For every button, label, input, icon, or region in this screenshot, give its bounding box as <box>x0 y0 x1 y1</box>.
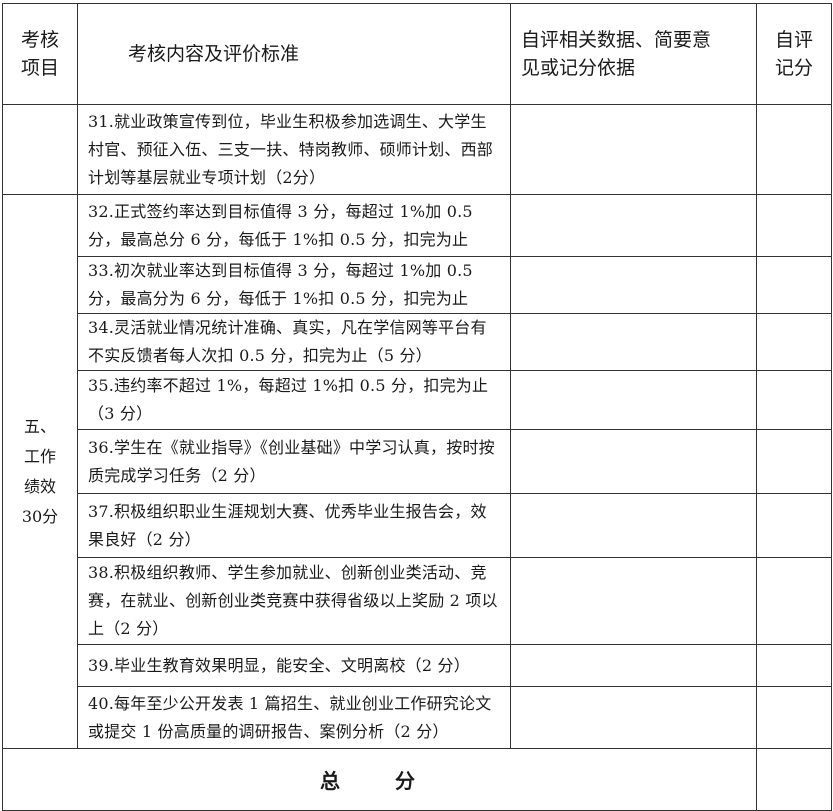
evidence-cell[interactable] <box>510 256 757 314</box>
table-row: 31.就业政策宣传到位，毕业生积极参加选调生、大学生村官、预征入伍、三支一扶、特… <box>2 104 832 195</box>
table-row: 33.初次就业率达到目标值得 3 分，每超过 1%加 0.5 分，最高分为 6 … <box>3 256 832 314</box>
criteria-cell: 34.灵活就业情况统计准确、真实，凡在学信网等平台有不实反馈者每人次扣 0.5 … <box>77 313 511 371</box>
table-row: 40.每年至少公开发表 1 篇招生、就业创业工作研究论文或提交 1 份高质量的调… <box>3 686 832 749</box>
table-row: 34.灵活就业情况统计准确、真实，凡在学信网等平台有不实反馈者每人次扣 0.5 … <box>3 313 832 371</box>
criteria-cell: 31.就业政策宣传到位，毕业生积极参加选调生、大学生村官、预征入伍、三支一扶、特… <box>77 104 511 195</box>
score-cell[interactable] <box>756 104 832 195</box>
header-evidence: 自评相关数据、简要意 见或记分依据 <box>510 3 757 105</box>
score-cell[interactable] <box>756 557 832 645</box>
criteria-cell: 35.违约率不超过 1%，每超过 1%扣 0.5 分，扣完为止（3 分） <box>77 370 511 430</box>
score-cell[interactable] <box>756 256 832 314</box>
criteria-cell: 40.每年至少公开发表 1 篇招生、就业创业工作研究论文或提交 1 份高质量的调… <box>77 686 511 749</box>
total-score-cell[interactable] <box>756 748 832 811</box>
score-cell[interactable] <box>756 313 832 371</box>
header-score-line: 自评 <box>774 29 813 51</box>
header-criteria: 考核内容及评价标准 <box>77 3 511 105</box>
total-row: 总 分 <box>2 748 832 811</box>
evidence-cell[interactable] <box>510 313 757 371</box>
evidence-cell[interactable] <box>510 557 757 645</box>
score-cell[interactable] <box>756 493 832 558</box>
category-line: 五、 <box>23 416 56 436</box>
header-score-line: 记分 <box>774 57 813 79</box>
criteria-cell: 38.积极组织教师、学生参加就业、创新创业类活动、竞赛，在就业、创新创业类竞赛中… <box>77 557 511 645</box>
header-category: 考核项目 <box>2 3 78 105</box>
evidence-cell[interactable] <box>510 686 757 749</box>
category-line: 工作 <box>23 446 56 466</box>
header-evidence-line: 自评相关数据、简要意 <box>521 29 712 51</box>
evidence-cell[interactable] <box>510 194 757 257</box>
criteria-cell: 39.毕业生教育效果明显，能安全、文明离校（2 分） <box>77 644 511 687</box>
criteria-cell: 33.初次就业率达到目标值得 3 分，每超过 1%加 0.5 分，最高分为 6 … <box>77 256 511 314</box>
score-cell[interactable] <box>756 686 832 749</box>
table-row: 39.毕业生教育效果明显，能安全、文明离校（2 分） <box>3 644 832 687</box>
evidence-cell[interactable] <box>510 644 757 687</box>
total-label: 总 分 <box>2 748 757 811</box>
evidence-cell[interactable] <box>510 370 757 430</box>
score-cell[interactable] <box>756 644 832 687</box>
header-score: 自评 记分 <box>756 3 832 105</box>
criteria-cell: 37.积极组织职业生涯规划大赛、优秀毕业生报告会，效果良好（2 分） <box>77 493 511 558</box>
score-cell[interactable] <box>756 194 832 257</box>
category-line: 30分 <box>21 506 59 526</box>
table-row: 五、工作绩效 30分 32.正式签约率达到目标值得 3 分，每超过 1%加 0.5… <box>2 194 832 749</box>
evidence-cell[interactable] <box>510 104 757 195</box>
header-category-label: 考核项目 <box>20 29 59 79</box>
category-cell: 五、工作绩效 30分 <box>2 194 78 749</box>
table-row: 36.学生在《就业指导》《创业基础》中学习认真，按时按质完成学习任务（2 分） <box>3 429 832 494</box>
criteria-cell: 36.学生在《就业指导》《创业基础》中学习认真，按时按质完成学习任务（2 分） <box>77 429 511 494</box>
header-evidence-line: 见或记分依据 <box>521 57 636 79</box>
category-cell-empty <box>2 104 78 195</box>
score-cell[interactable] <box>756 429 832 494</box>
evaluation-table: 考核项目 考核内容及评价标准 自评相关数据、简要意 见或记分依据 自评记分 31.… <box>2 3 832 811</box>
header-row: 考核项目 考核内容及评价标准 自评相关数据、简要意 见或记分依据 自评记分 <box>2 3 832 105</box>
score-cell[interactable] <box>756 370 832 430</box>
criteria-cell: 32.正式签约率达到目标值得 3 分，每超过 1%加 0.5 分，最高总分 6 … <box>77 194 511 257</box>
category-line: 绩效 <box>23 476 56 496</box>
table-row: 37.积极组织职业生涯规划大赛、优秀毕业生报告会，效果良好（2 分） <box>3 493 832 558</box>
evidence-cell[interactable] <box>510 429 757 494</box>
table-row: 38.积极组织教师、学生参加就业、创新创业类活动、竞赛，在就业、创新创业类竞赛中… <box>3 557 832 645</box>
evidence-cell[interactable] <box>510 493 757 558</box>
table-row: 35.违约率不超过 1%，每超过 1%扣 0.5 分，扣完为止（3 分） <box>3 370 832 430</box>
